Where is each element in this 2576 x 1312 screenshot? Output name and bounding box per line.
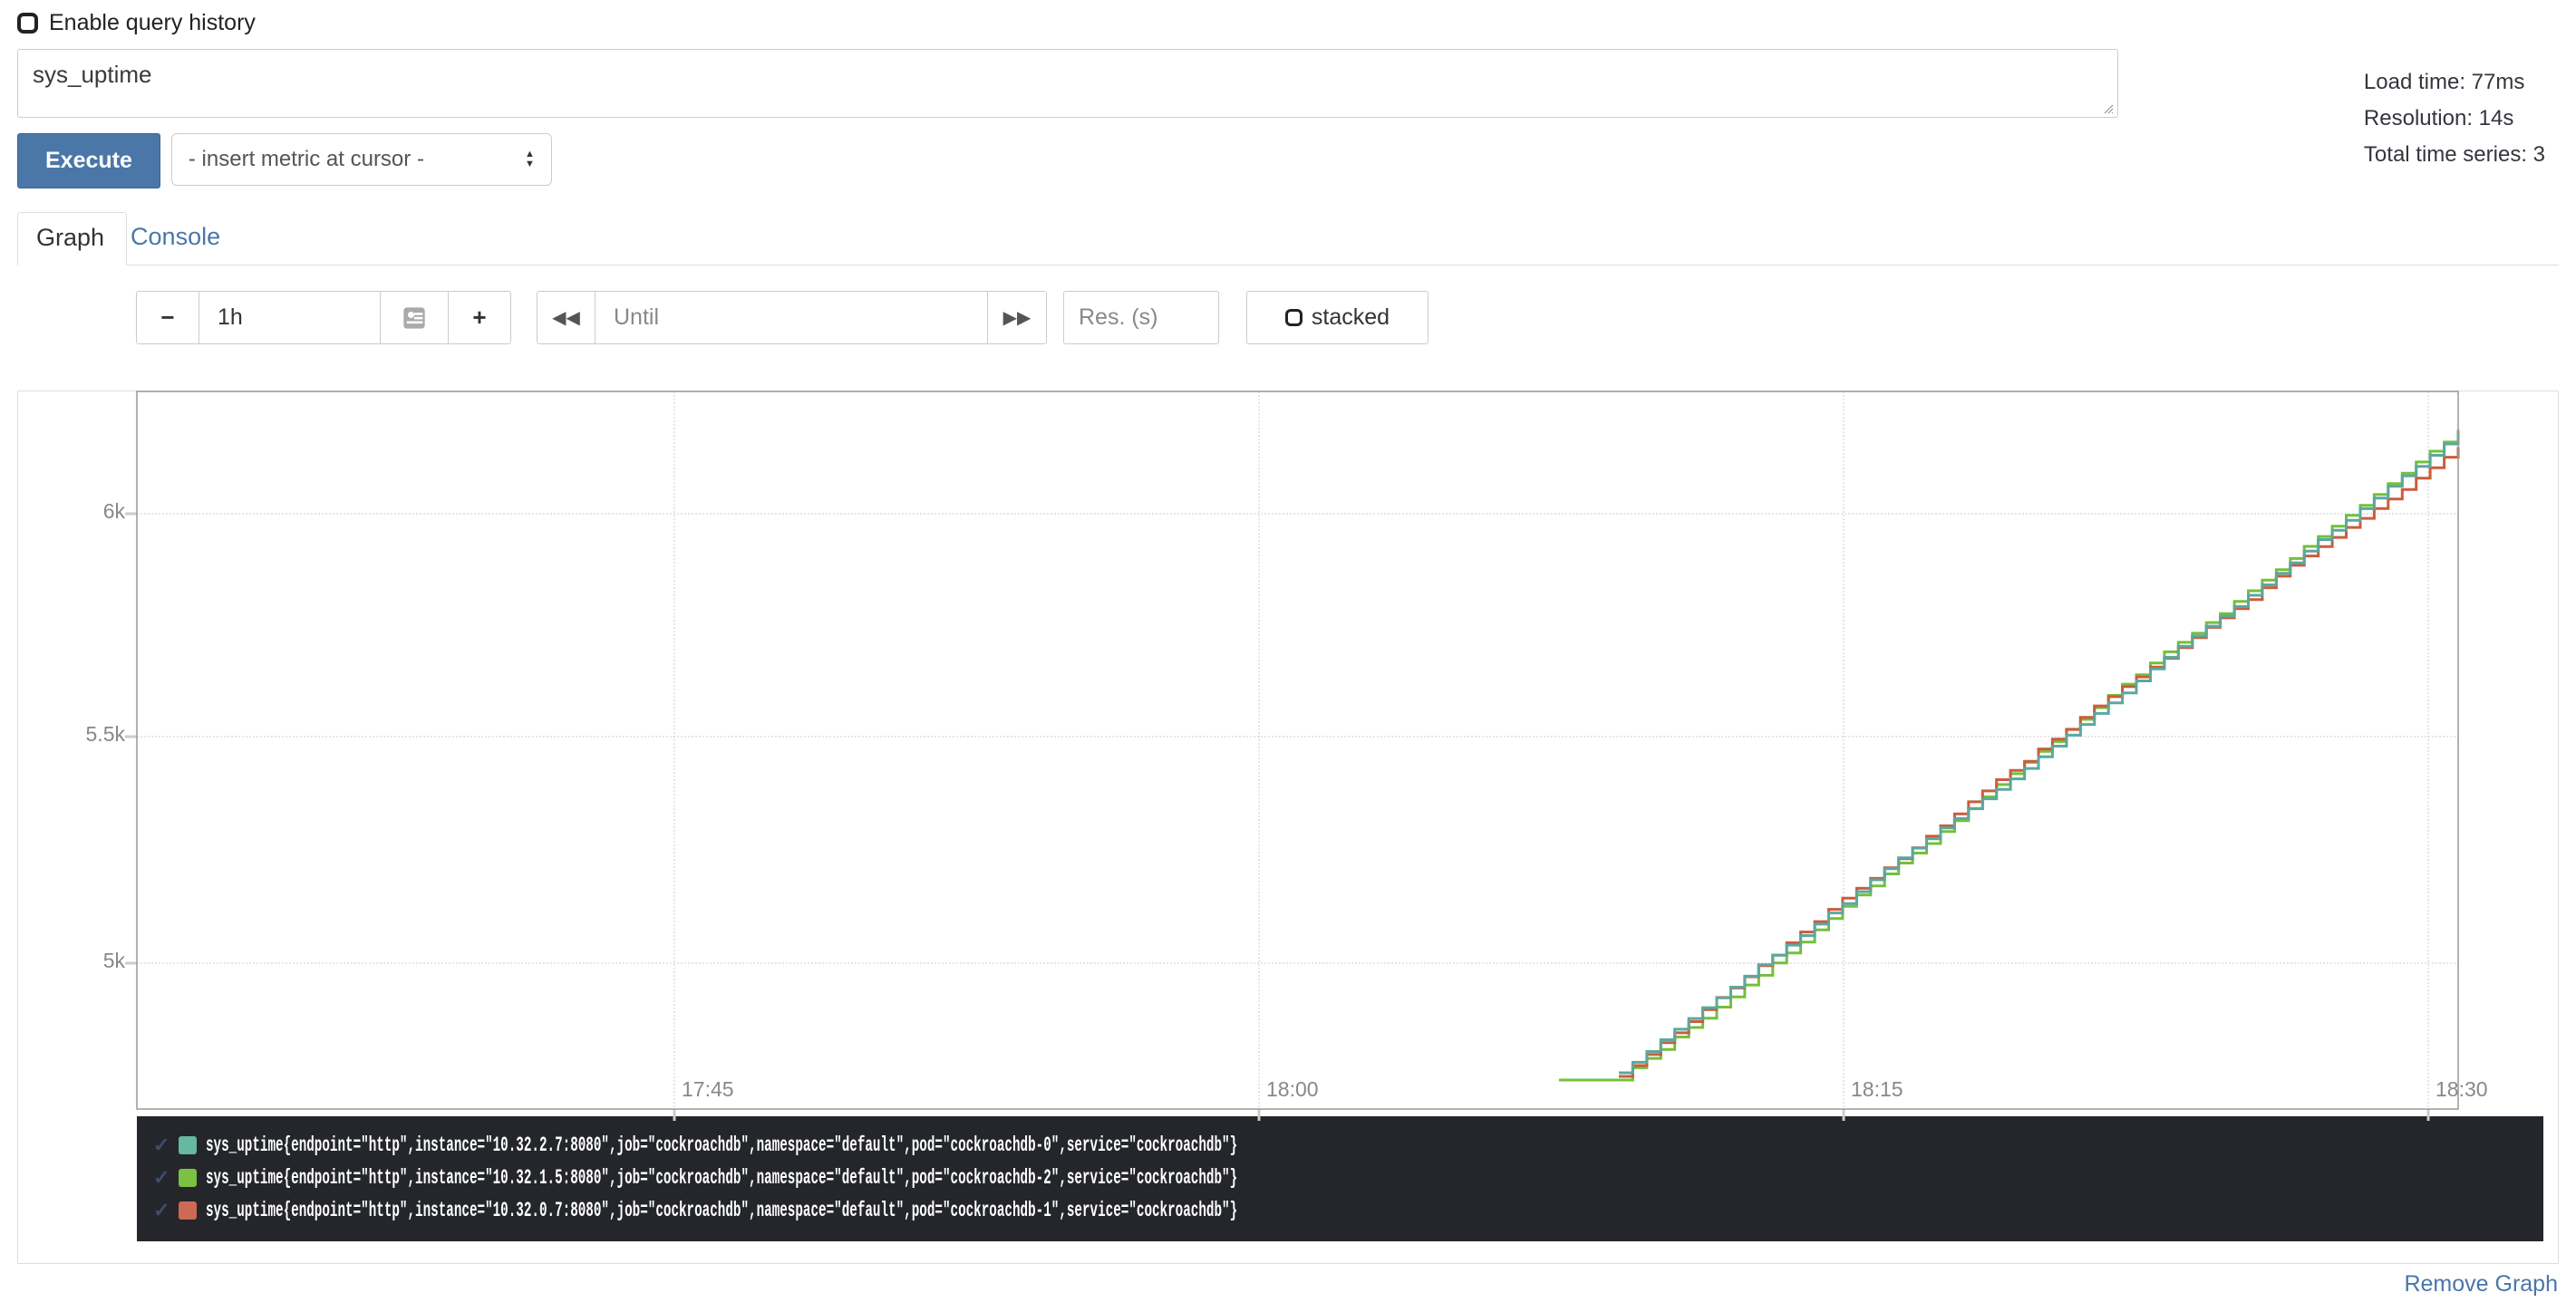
svg-text:18:30: 18:30 bbox=[2436, 1077, 2488, 1101]
svg-text:6k: 6k bbox=[103, 499, 126, 523]
svg-text:5.5k: 5.5k bbox=[86, 722, 126, 746]
svg-text:5k: 5k bbox=[103, 949, 126, 972]
svg-text:17:45: 17:45 bbox=[682, 1077, 734, 1101]
svg-text:18:00: 18:00 bbox=[1266, 1077, 1319, 1101]
svg-text:18:15: 18:15 bbox=[1851, 1077, 1903, 1101]
